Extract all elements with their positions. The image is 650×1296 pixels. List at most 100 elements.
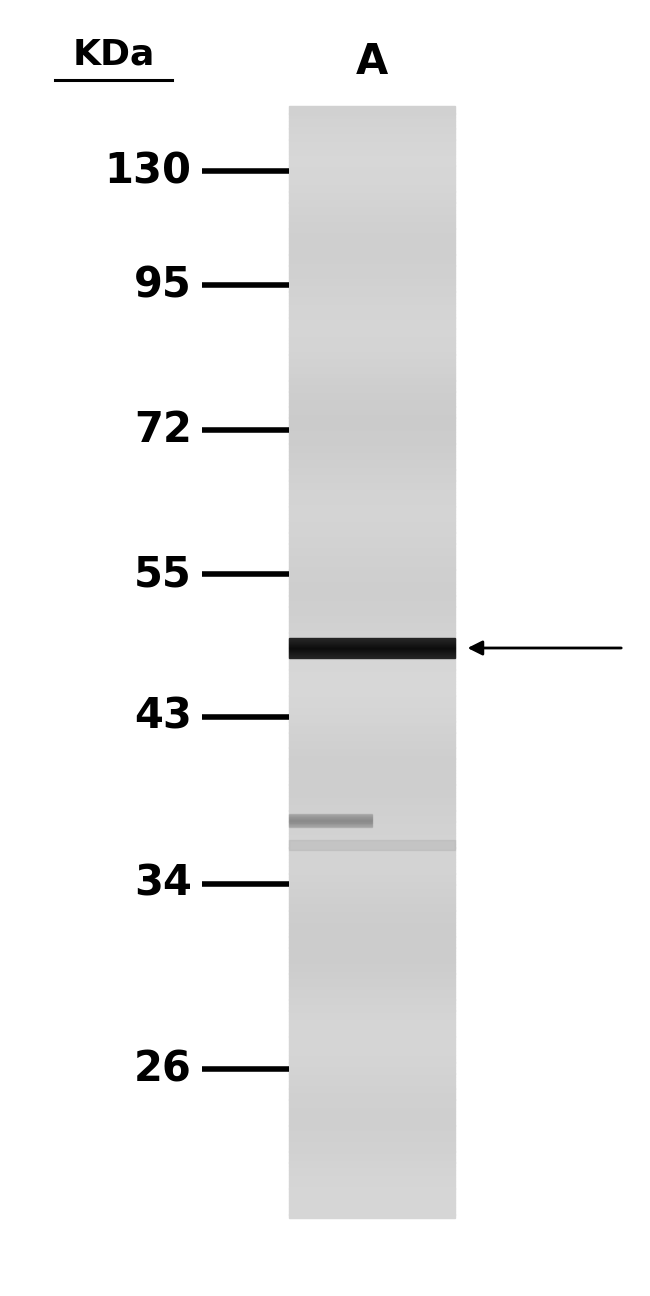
Bar [289, 1067, 455, 1070]
Bar [289, 1129, 455, 1133]
Bar [289, 1151, 455, 1155]
Bar [289, 1033, 455, 1037]
Bar [289, 599, 455, 603]
Bar [289, 517, 455, 521]
Bar [289, 1203, 455, 1207]
Bar [289, 417, 455, 421]
Bar [289, 1051, 455, 1055]
Bar [289, 1093, 455, 1096]
Bar [289, 270, 455, 273]
Bar [289, 899, 455, 903]
Bar [289, 280, 455, 284]
Bar [289, 884, 455, 888]
Bar [289, 1103, 455, 1107]
Bar [289, 435, 455, 439]
Bar [289, 292, 455, 295]
Bar [289, 314, 455, 318]
Bar [289, 551, 455, 555]
Bar [289, 143, 455, 146]
Bar [289, 654, 455, 658]
Bar [289, 487, 455, 491]
Bar [289, 262, 455, 266]
Bar [289, 881, 455, 885]
Bar [289, 874, 455, 877]
Bar [289, 1121, 455, 1125]
Bar [289, 429, 455, 433]
Bar [289, 584, 455, 588]
Bar [289, 106, 455, 110]
Text: A: A [356, 41, 388, 83]
Bar [289, 284, 455, 288]
Bar [289, 1200, 455, 1204]
Bar [289, 770, 455, 774]
Bar [289, 481, 455, 485]
Bar [289, 343, 455, 347]
Bar [289, 588, 455, 592]
Bar [289, 347, 455, 351]
Bar [289, 236, 455, 240]
Bar [289, 443, 455, 447]
Bar [289, 855, 455, 859]
Bar [289, 1055, 455, 1059]
Bar [289, 710, 455, 714]
Bar [289, 266, 455, 270]
Text: 55: 55 [134, 553, 192, 595]
Bar [289, 150, 455, 154]
Bar [289, 499, 455, 503]
Bar [289, 943, 455, 947]
Bar [289, 158, 455, 162]
Bar [289, 851, 455, 855]
Bar [289, 673, 455, 677]
Bar [289, 1015, 455, 1019]
Bar [289, 114, 455, 118]
Bar [289, 858, 455, 862]
Bar [289, 258, 455, 262]
Bar [289, 969, 455, 973]
Bar [289, 465, 455, 469]
Bar [289, 603, 455, 607]
Bar [289, 921, 455, 925]
Bar [289, 788, 455, 792]
Bar [289, 610, 455, 614]
Bar [289, 358, 455, 362]
Bar [289, 184, 455, 188]
Bar [289, 132, 455, 136]
Bar [289, 194, 455, 198]
Bar [289, 718, 455, 722]
Bar [289, 146, 455, 150]
Text: 130: 130 [105, 150, 192, 192]
Bar [289, 607, 455, 610]
Bar [289, 636, 455, 640]
Bar [289, 822, 455, 826]
Bar [289, 218, 455, 222]
Bar [289, 658, 455, 662]
Bar [289, 273, 455, 277]
Text: 72: 72 [134, 410, 192, 451]
Bar [289, 332, 455, 336]
Bar [289, 276, 455, 280]
Bar [289, 810, 455, 814]
Bar [289, 1063, 455, 1067]
Bar [289, 724, 455, 728]
Bar [289, 732, 455, 736]
Bar [289, 573, 455, 577]
Bar [289, 128, 455, 132]
Bar [289, 477, 455, 481]
Bar [289, 336, 455, 340]
Bar [289, 140, 455, 144]
Bar [289, 862, 455, 866]
Bar [289, 896, 455, 899]
Bar [289, 1021, 455, 1025]
Bar [289, 421, 455, 425]
Bar [289, 581, 455, 584]
Bar [289, 877, 455, 881]
Bar [289, 172, 455, 176]
Bar [289, 214, 455, 218]
Bar [289, 377, 455, 381]
Bar [289, 469, 455, 473]
Bar [289, 818, 455, 822]
Bar [289, 844, 455, 848]
Bar [289, 692, 455, 696]
Bar [289, 1155, 455, 1159]
Bar [289, 250, 455, 254]
